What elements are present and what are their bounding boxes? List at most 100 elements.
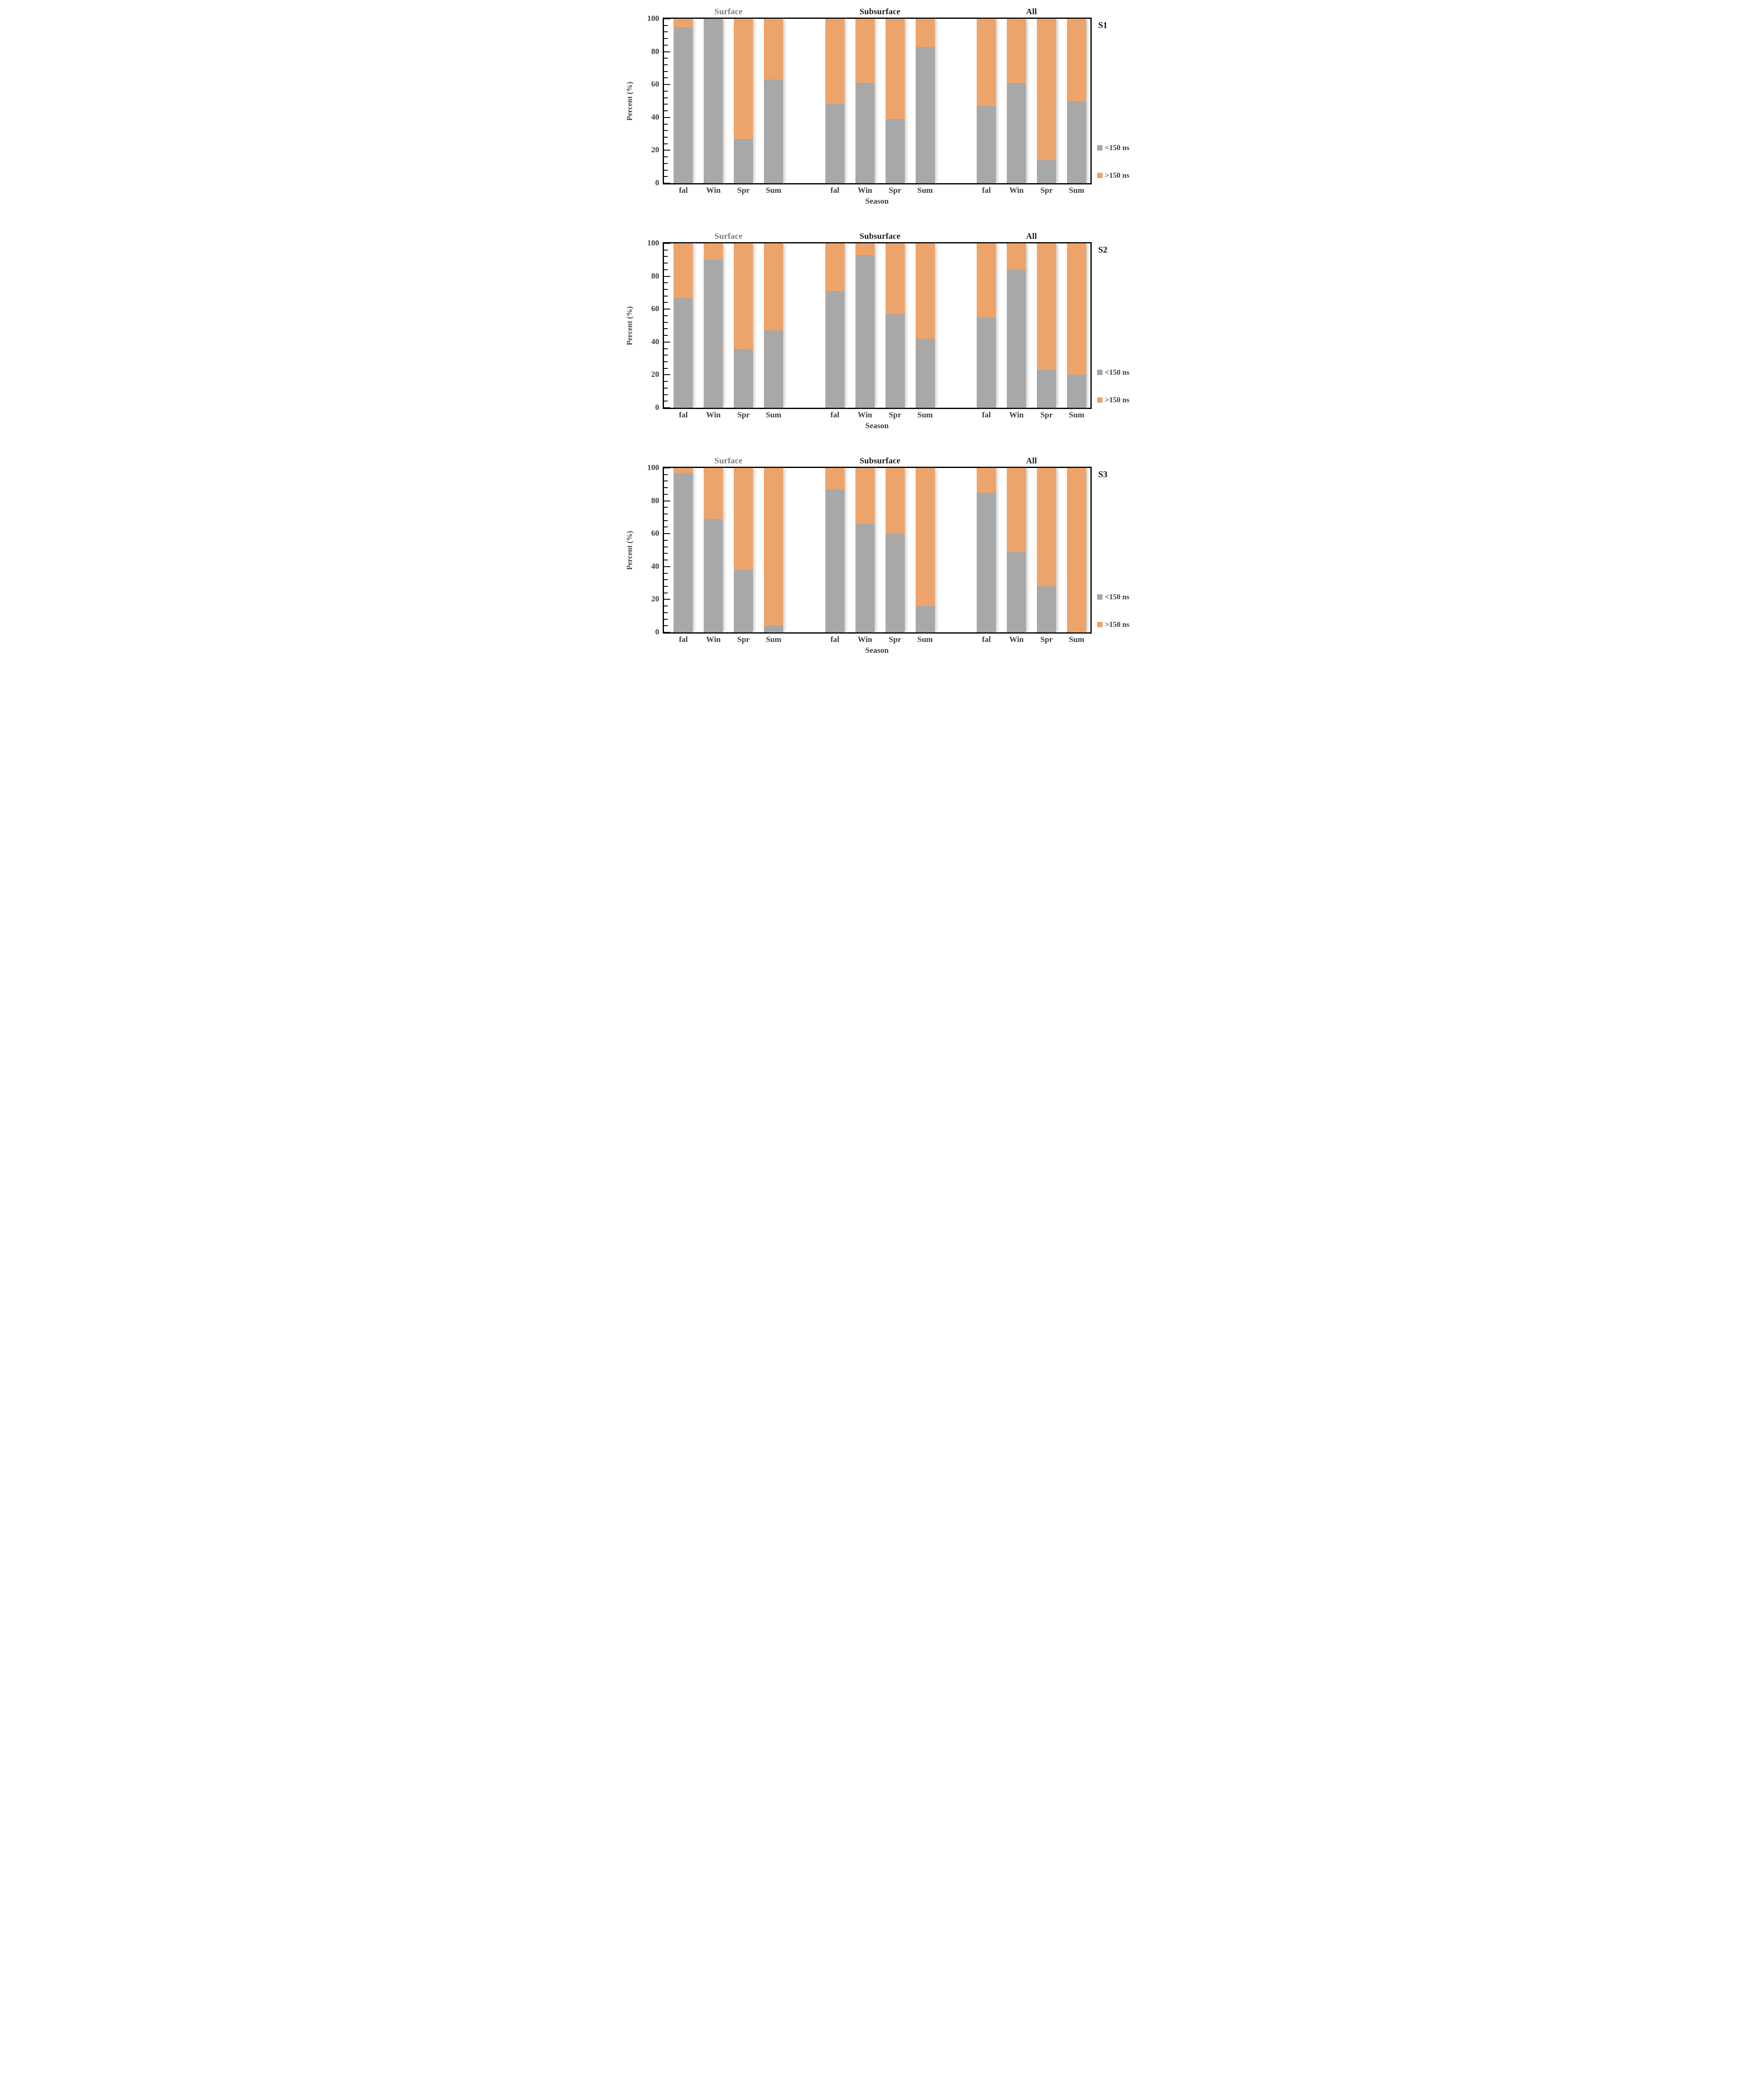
y-axis-tick (664, 487, 668, 488)
bar-segment-gt150 (1037, 468, 1056, 586)
legend-item-gt150: >150 ns (1097, 620, 1130, 629)
x-tick-label: Win (858, 635, 872, 644)
bar-segment-gt150 (734, 243, 753, 349)
bar-segment-lt150 (885, 534, 905, 632)
x-tick-label: fal (982, 635, 991, 644)
bar-segment-lt150 (704, 519, 723, 632)
x-tick-label: Win (858, 411, 872, 419)
bar-all-spr (1037, 19, 1056, 183)
x-tick-label: Win (1009, 186, 1024, 195)
bar-segment-gt150 (825, 243, 845, 291)
group-title-subsurface: Subsurface (859, 7, 901, 16)
y-tick-label: 100 (647, 14, 659, 23)
bar-all-spr (1037, 468, 1056, 632)
y-axis-tick (664, 619, 668, 620)
bar-segment-lt150 (674, 473, 693, 632)
bar-segment-lt150 (855, 524, 875, 632)
y-tick-labels: 100 80 60 40 20 0 (637, 463, 663, 637)
group-title-all: All (1026, 7, 1037, 16)
y-axis-title-column: Percent (%) (623, 467, 637, 634)
bar-segment-lt150 (734, 570, 753, 632)
y-tick-label: 80 (651, 47, 659, 56)
chart-label-s1: S1 (1098, 20, 1108, 30)
y-tick-label: 100 (647, 239, 659, 248)
x-tick-label: fal (679, 635, 688, 644)
y-axis-tick (664, 18, 670, 19)
bar-segment-gt150 (885, 19, 905, 119)
bar-segment-lt150 (855, 255, 875, 408)
legend-item-lt150: <150 ns (1097, 368, 1130, 377)
y-axis-tick (664, 507, 668, 508)
y-axis-title-column: Percent (%) (623, 18, 637, 184)
legend-label-lt150: <150 ns (1105, 592, 1130, 601)
bar-segment-gt150 (855, 468, 875, 524)
legend-item-gt150: >150 ns (1097, 396, 1130, 404)
group-titles-row: Surface Subsurface All (663, 3, 1092, 18)
bar-surface-win (704, 243, 723, 408)
bar-segment-gt150 (674, 19, 693, 27)
bar-segment-lt150 (674, 27, 693, 183)
x-tick-label: Win (706, 411, 721, 419)
x-tick-label: Sum (1069, 635, 1085, 644)
bar-all-spr (1037, 243, 1056, 408)
season-axis-title: Season (865, 197, 889, 206)
bar-segment-gt150 (977, 468, 996, 493)
y-axis-tick (664, 599, 670, 600)
bar-segment-lt150 (915, 338, 935, 408)
y-axis-tick (664, 361, 668, 362)
y-axis-tick (664, 143, 668, 144)
bar-segment-gt150 (915, 243, 935, 339)
chart-right-column: S3 <150 ns >150 ns (1092, 467, 1141, 634)
bar-surface-sum (764, 19, 784, 183)
x-tick-label: Spr (737, 635, 750, 644)
bar-subsurface-sum (915, 19, 935, 183)
bar-segment-lt150 (704, 260, 723, 408)
bar-segment-gt150 (1007, 19, 1026, 83)
y-axis-tick (664, 64, 668, 66)
bar-surface-fal (674, 243, 693, 408)
y-axis-tick (664, 632, 670, 633)
chart-right-column: S2 <150 ns >150 ns (1092, 242, 1141, 409)
x-tick-label: Sum (917, 635, 933, 644)
group-title-all: All (1026, 232, 1037, 241)
bar-all-fal (977, 19, 996, 183)
legend-swatch-lt150 (1097, 369, 1103, 375)
bar-segment-gt150 (764, 243, 784, 331)
y-axis-tick (664, 533, 670, 534)
group-titles-row: Surface Subsurface All (663, 228, 1092, 242)
y-axis-tick (664, 156, 668, 158)
legend-label-gt150: >150 ns (1105, 171, 1130, 180)
bar-segment-lt150 (915, 606, 935, 632)
y-axis-tick (664, 374, 670, 376)
bar-all-win (1007, 19, 1026, 183)
bar-all-win (1007, 468, 1026, 632)
bar-segment-lt150 (1007, 269, 1026, 408)
bar-segment-lt150 (885, 314, 905, 408)
bar-surface-fal (674, 19, 693, 183)
chart-label-s3: S3 (1098, 469, 1108, 479)
bar-segment-lt150 (977, 317, 996, 408)
chart-main-row: Percent (%) 100 80 60 40 20 0 S3 <150 ns >150 ns (623, 463, 1141, 637)
y-axis-tick (664, 335, 668, 336)
y-axis-tick (664, 282, 668, 284)
bar-segment-gt150 (855, 243, 875, 255)
y-axis-tick (664, 566, 670, 567)
group-titles-row: Surface Subsurface All (663, 452, 1092, 467)
x-axis-title-row: Season (663, 646, 1092, 659)
legend-swatch-lt150 (1097, 145, 1103, 151)
bar-segment-lt150 (885, 119, 905, 183)
legend-label-gt150: >150 ns (1105, 620, 1130, 629)
y-axis-tick (664, 579, 668, 580)
bar-segment-gt150 (734, 19, 753, 139)
x-tick-label: Spr (1040, 411, 1053, 419)
y-axis-tick (664, 163, 668, 164)
legend-swatch-gt150 (1097, 173, 1103, 179)
y-axis-tick (664, 394, 668, 395)
bar-subsurface-fal (825, 243, 845, 408)
group-title-surface: Surface (714, 456, 743, 465)
bar-segment-gt150 (915, 19, 935, 47)
legend-label-lt150: <150 ns (1105, 368, 1130, 376)
legend-label-gt150: >150 ns (1105, 396, 1130, 404)
bar-all-sum (1067, 19, 1086, 183)
y-tick-label: 20 (651, 370, 659, 379)
